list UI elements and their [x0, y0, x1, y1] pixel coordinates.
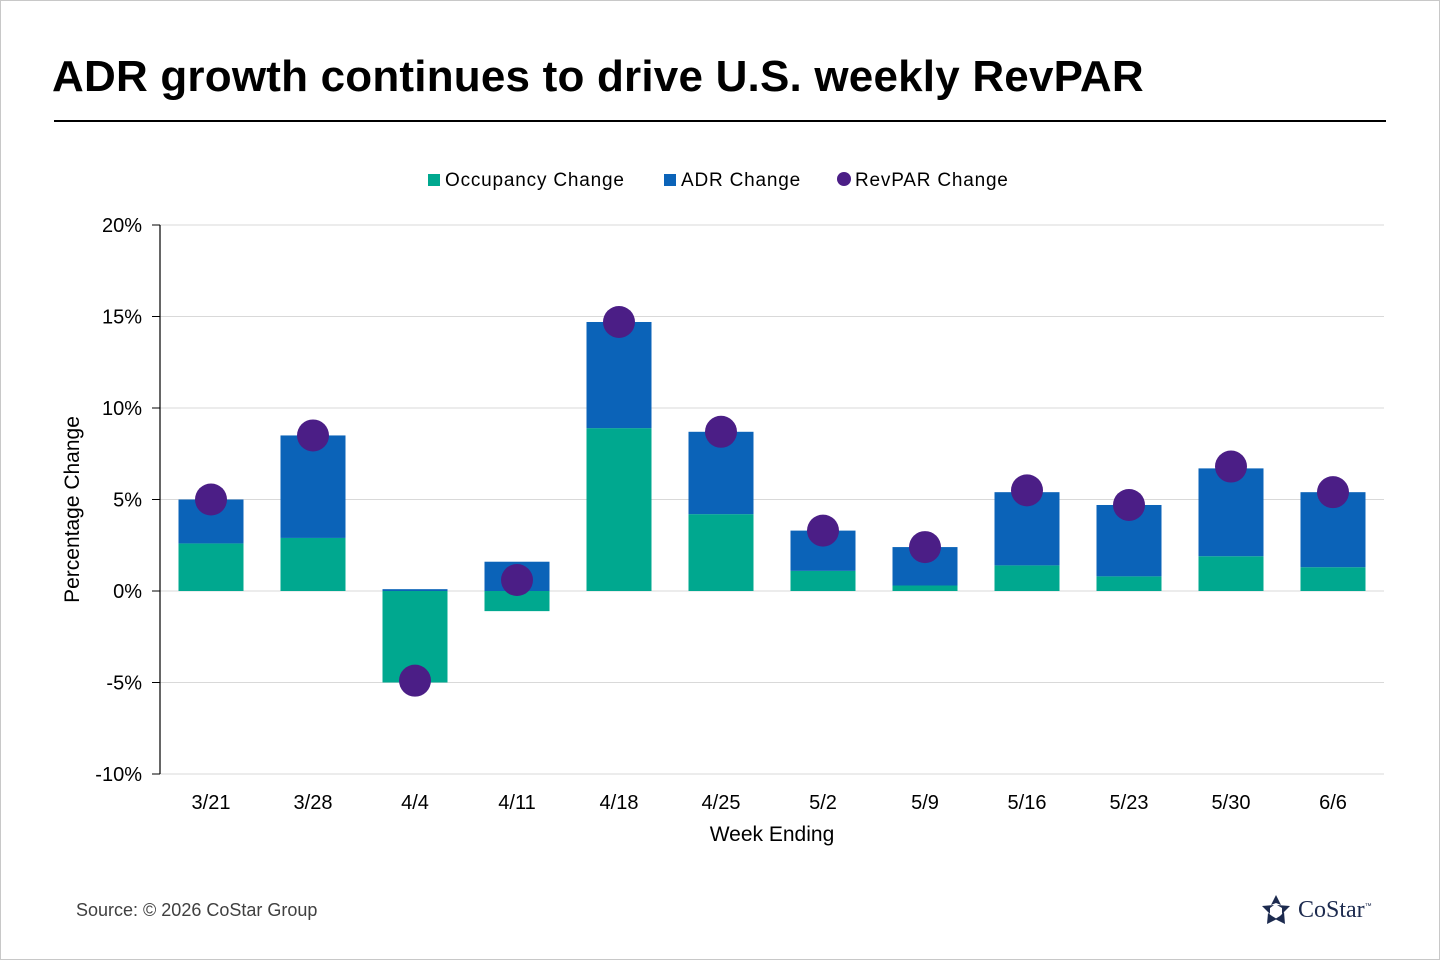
title-divider	[54, 120, 1386, 122]
legend-occupancy-swatch	[428, 174, 440, 186]
x-tick-label: 6/6	[1319, 792, 1347, 814]
revpar-point	[705, 415, 737, 448]
occupancy-bar	[790, 570, 856, 591]
occupancy-bar	[1198, 556, 1264, 591]
revpar-point	[603, 305, 635, 338]
x-tick-label: 3/21	[192, 792, 231, 814]
x-tick-label: 4/25	[702, 792, 741, 814]
x-tick-label: 3/28	[294, 792, 333, 814]
revpar-point	[909, 531, 941, 564]
x-tick-label: 4/4	[401, 792, 429, 814]
source-note: Source: © 2026 CoStar Group	[76, 900, 318, 920]
revpar-point	[399, 664, 431, 697]
logo-name: CoStar	[1298, 896, 1365, 923]
revpar-point	[1215, 450, 1247, 483]
occupancy-bar	[280, 537, 346, 591]
x-tick-label: 4/11	[498, 792, 535, 814]
revpar-point	[1113, 488, 1145, 521]
x-tick-label: 5/9	[911, 792, 939, 814]
legend-revpar-swatch	[837, 172, 851, 186]
costar-star-icon	[1262, 895, 1290, 924]
legend-occupancy-label: Occupancy Change	[445, 170, 625, 191]
legend-adr-label: ADR Change	[681, 170, 801, 191]
y-tick-label: -10%	[95, 764, 142, 786]
costar-logo: CoStar™	[1260, 892, 1372, 928]
x-tick-label: 5/23	[1110, 792, 1149, 814]
chart-title: ADR growth continues to drive U.S. weekl…	[52, 52, 1144, 101]
adr-bar	[586, 321, 652, 429]
x-tick-label: 5/2	[809, 792, 837, 814]
y-tick-label: -5%	[106, 673, 142, 695]
y-tick-label: 10%	[102, 398, 142, 420]
occupancy-bar	[994, 565, 1060, 591]
adr-bar	[1198, 468, 1264, 557]
revpar-point	[1317, 476, 1349, 509]
adr-bar	[280, 435, 346, 538]
occupancy-bar	[178, 543, 244, 591]
revpar-point	[195, 483, 227, 516]
revpar-point	[501, 564, 533, 597]
revpar-point	[297, 419, 329, 452]
x-tick-label: 5/16	[1008, 792, 1047, 814]
logo-trademark: ™	[1364, 902, 1372, 910]
y-tick-label: 5%	[113, 490, 142, 512]
x-axis-title: Week Ending	[710, 823, 835, 846]
revpar-point	[807, 514, 839, 547]
legend-adr-swatch	[664, 174, 676, 186]
revpar-point	[1011, 474, 1043, 507]
y-tick-label: 15%	[102, 307, 142, 329]
y-tick-label: 20%	[102, 215, 142, 237]
occupancy-bar	[484, 591, 550, 612]
occupancy-bar	[586, 428, 652, 591]
adr-bar	[382, 589, 448, 591]
legend-revpar-label: RevPAR Change	[855, 170, 1009, 191]
logo-wordmark: CoStar™	[1298, 897, 1372, 924]
occupancy-bar	[1300, 567, 1366, 591]
y-axis-title: Percentage Change	[61, 416, 84, 603]
occupancy-bar	[892, 585, 958, 591]
occupancy-bar	[688, 514, 754, 591]
occupancy-bar	[1096, 576, 1162, 591]
x-tick-label: 5/30	[1212, 792, 1251, 814]
y-tick-label: 0%	[113, 581, 142, 603]
x-tick-label: 4/18	[600, 792, 639, 814]
